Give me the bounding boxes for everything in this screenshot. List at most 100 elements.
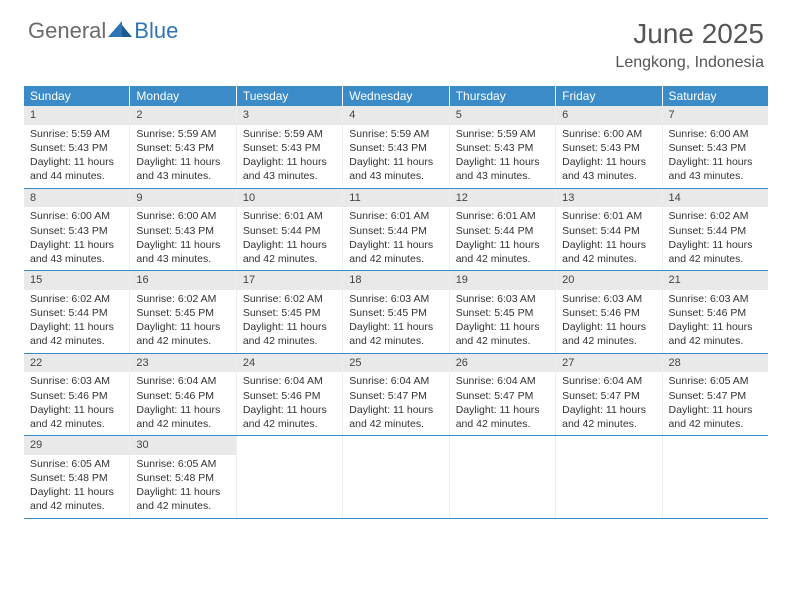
- day-cell: 6Sunrise: 6:00 AMSunset: 5:43 PMDaylight…: [556, 106, 662, 188]
- day-cell: 8Sunrise: 6:00 AMSunset: 5:43 PMDaylight…: [24, 189, 130, 271]
- sunset-text: Sunset: 5:43 PM: [30, 224, 123, 238]
- weekday-header: Sunday: [24, 86, 130, 106]
- day-cell-empty: [450, 436, 556, 518]
- daylight-text: Daylight: 11 hours and 42 minutes.: [243, 238, 336, 266]
- daylight-text: Daylight: 11 hours and 42 minutes.: [562, 238, 655, 266]
- day-number: 17: [237, 271, 342, 290]
- day-cell: 23Sunrise: 6:04 AMSunset: 5:46 PMDayligh…: [130, 354, 236, 436]
- sunrise-text: Sunrise: 6:05 AM: [30, 457, 123, 471]
- day-number: 22: [24, 354, 129, 373]
- sunrise-text: Sunrise: 6:00 AM: [562, 127, 655, 141]
- day-body: Sunrise: 6:01 AMSunset: 5:44 PMDaylight:…: [237, 207, 342, 270]
- day-number: 11: [343, 189, 448, 208]
- day-cell: 1 Sunrise: 5:59 AMSunset: 5:43 PMDaylight…: [24, 106, 130, 188]
- sunrise-text: Sunrise: 6:03 AM: [562, 292, 655, 306]
- day-cell: 30Sunrise: 6:05 AMSunset: 5:48 PMDayligh…: [130, 436, 236, 518]
- sunrise-text: Sunrise: 5:59 AM: [30, 127, 123, 141]
- day-body: Sunrise: 6:03 AMSunset: 5:45 PMDaylight:…: [343, 290, 448, 353]
- sunset-text: Sunset: 5:47 PM: [669, 389, 762, 403]
- sunrise-text: Sunrise: 6:01 AM: [562, 209, 655, 223]
- day-cell: 22Sunrise: 6:03 AMSunset: 5:46 PMDayligh…: [24, 354, 130, 436]
- day-body: Sunrise: 6:02 AMSunset: 5:45 PMDaylight:…: [130, 290, 235, 353]
- sunset-text: Sunset: 5:44 PM: [349, 224, 442, 238]
- sunset-text: Sunset: 5:43 PM: [136, 224, 229, 238]
- day-number: 27: [556, 354, 661, 373]
- sunrise-text: Sunrise: 6:01 AM: [243, 209, 336, 223]
- sunrise-text: Sunrise: 6:05 AM: [669, 374, 762, 388]
- daylight-text: Daylight: 11 hours and 42 minutes.: [562, 320, 655, 348]
- sunset-text: Sunset: 5:44 PM: [669, 224, 762, 238]
- day-cell: 3Sunrise: 5:59 AMSunset: 5:43 PMDaylight…: [237, 106, 343, 188]
- sunset-text: Sunset: 5:46 PM: [136, 389, 229, 403]
- daylight-text: Daylight: 11 hours and 42 minutes.: [349, 403, 442, 431]
- sunset-text: Sunset: 5:46 PM: [669, 306, 762, 320]
- sunset-text: Sunset: 5:43 PM: [456, 141, 549, 155]
- day-cell: 28Sunrise: 6:05 AMSunset: 5:47 PMDayligh…: [663, 354, 768, 436]
- calendar-grid: 1Sunrise: 5:59 AMSunset: 5:43 PMDaylight…: [24, 106, 768, 519]
- sunrise-text: Sunrise: 6:03 AM: [30, 374, 123, 388]
- weekday-header: Tuesday: [237, 86, 343, 106]
- sunset-text: Sunset: 5:47 PM: [456, 389, 549, 403]
- sunset-text: Sunset: 5:44 PM: [562, 224, 655, 238]
- day-number: 3: [237, 106, 342, 125]
- day-cell-empty: [556, 436, 662, 518]
- week-row: 29Sunrise: 6:05 AMSunset: 5:48 PMDayligh…: [24, 436, 768, 519]
- day-cell-empty: [237, 436, 343, 518]
- day-cell: 7Sunrise: 6:00 AMSunset: 5:43 PMDaylight…: [663, 106, 768, 188]
- month-title: June 2025: [615, 18, 764, 50]
- day-number: 2: [130, 106, 235, 125]
- day-body: Sunrise: 6:01 AMSunset: 5:44 PMDaylight:…: [343, 207, 448, 270]
- sunrise-text: Sunrise: 6:02 AM: [243, 292, 336, 306]
- day-number: 8: [24, 189, 129, 208]
- sunrise-text: Sunrise: 6:04 AM: [349, 374, 442, 388]
- sunrise-text: Sunrise: 6:04 AM: [243, 374, 336, 388]
- sunset-text: Sunset: 5:48 PM: [30, 471, 123, 485]
- sunrise-text: Sunrise: 5:59 AM: [456, 127, 549, 141]
- week-row: 8Sunrise: 6:00 AMSunset: 5:43 PMDaylight…: [24, 189, 768, 272]
- brand-mark-icon: [108, 21, 132, 41]
- daylight-text: Daylight: 11 hours and 43 minutes.: [243, 155, 336, 183]
- sunset-text: Sunset: 5:43 PM: [136, 141, 229, 155]
- sunrise-text: Sunrise: 5:59 AM: [349, 127, 442, 141]
- sunrise-text: Sunrise: 6:02 AM: [30, 292, 123, 306]
- title-block: June 2025 Lengkong, Indonesia: [615, 18, 764, 72]
- day-number: 15: [24, 271, 129, 290]
- day-cell-empty: [343, 436, 449, 518]
- sunrise-text: Sunrise: 6:04 AM: [562, 374, 655, 388]
- weekday-header: Wednesday: [343, 86, 449, 106]
- daylight-text: Daylight: 11 hours and 43 minutes.: [669, 155, 762, 183]
- daylight-text: Daylight: 11 hours and 42 minutes.: [456, 238, 549, 266]
- sunset-text: Sunset: 5:43 PM: [30, 141, 123, 155]
- day-cell: 5Sunrise: 5:59 AMSunset: 5:43 PMDaylight…: [450, 106, 556, 188]
- day-number: 1: [24, 106, 129, 125]
- sunrise-text: Sunrise: 6:04 AM: [136, 374, 229, 388]
- day-body: Sunrise: 6:03 AMSunset: 5:45 PMDaylight:…: [450, 290, 555, 353]
- daylight-text: Daylight: 11 hours and 44 minutes.: [30, 155, 123, 183]
- sunset-text: Sunset: 5:43 PM: [349, 141, 442, 155]
- daylight-text: Daylight: 11 hours and 43 minutes.: [30, 238, 123, 266]
- day-body: Sunrise: 6:03 AMSunset: 5:46 PMDaylight:…: [24, 372, 129, 435]
- day-number: 26: [450, 354, 555, 373]
- week-row: 22Sunrise: 6:03 AMSunset: 5:46 PMDayligh…: [24, 354, 768, 437]
- daylight-text: Daylight: 11 hours and 43 minutes.: [136, 238, 229, 266]
- day-cell: 21Sunrise: 6:03 AMSunset: 5:46 PMDayligh…: [663, 271, 768, 353]
- daylight-text: Daylight: 11 hours and 42 minutes.: [669, 403, 762, 431]
- daylight-text: Daylight: 11 hours and 43 minutes.: [562, 155, 655, 183]
- day-cell: 11Sunrise: 6:01 AMSunset: 5:44 PMDayligh…: [343, 189, 449, 271]
- day-number: 6: [556, 106, 661, 125]
- weekday-header: Friday: [556, 86, 662, 106]
- day-body: Sunrise: 5:59 AMSunset: 5:43 PMDaylight:…: [343, 125, 448, 188]
- weekday-header: Thursday: [450, 86, 556, 106]
- daylight-text: Daylight: 11 hours and 42 minutes.: [30, 403, 123, 431]
- sunset-text: Sunset: 5:44 PM: [30, 306, 123, 320]
- daylight-text: Daylight: 11 hours and 42 minutes.: [562, 403, 655, 431]
- daylight-text: Daylight: 11 hours and 42 minutes.: [669, 320, 762, 348]
- day-cell: 14Sunrise: 6:02 AMSunset: 5:44 PMDayligh…: [663, 189, 768, 271]
- sunset-text: Sunset: 5:44 PM: [456, 224, 549, 238]
- brand-text-general: General: [28, 18, 106, 44]
- daylight-text: Daylight: 11 hours and 42 minutes.: [349, 238, 442, 266]
- day-body: Sunrise: 6:01 AMSunset: 5:44 PMDaylight:…: [450, 207, 555, 270]
- sunrise-text: Sunrise: 6:03 AM: [349, 292, 442, 306]
- day-number: 20: [556, 271, 661, 290]
- daylight-text: Daylight: 11 hours and 42 minutes.: [136, 320, 229, 348]
